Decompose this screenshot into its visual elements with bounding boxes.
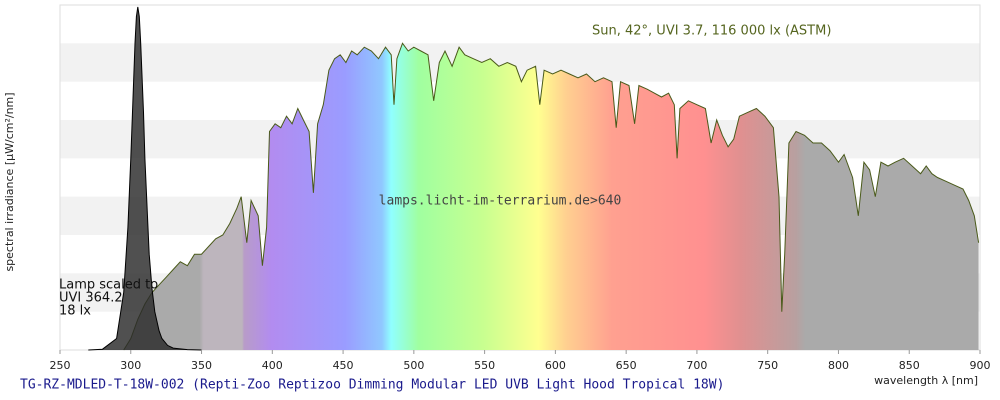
y-axis-label: spectral irradiance [µW/cm²/nm]: [3, 92, 16, 271]
x-tick-label: 750: [757, 359, 778, 372]
chart-title: TG-RZ-MDLED-T-18W-002 (Repti-Zoo Reptizo…: [20, 378, 724, 393]
x-tick-label: 900: [970, 359, 991, 372]
x-tick-label: 450: [333, 359, 354, 372]
x-tick-label: 800: [828, 359, 849, 372]
x-tick-label: 700: [686, 359, 707, 372]
area-fill: [123, 43, 979, 351]
x-tick-label: 400: [262, 359, 283, 372]
x-tick-label: 500: [403, 359, 424, 372]
annotation: UVI 364.2: [59, 291, 123, 306]
x-axis-label: wavelength λ [nm]: [874, 374, 978, 387]
x-tick-label: 850: [899, 359, 920, 372]
annotation: Lamp scaled to: [59, 278, 158, 293]
x-tick-label: 650: [616, 359, 637, 372]
grid-band: [60, 43, 980, 82]
line: [123, 42, 980, 351]
watermark: lamps.licht-im-terrarium.de>640: [379, 194, 622, 209]
annotation: 18 lx: [59, 304, 91, 319]
series-label: Sun, 42°, UVI 3.7, 116 000 lx (ASTM): [592, 24, 831, 39]
line: [88, 6, 202, 351]
x-tick-label: 250: [50, 359, 71, 372]
x-tick-label: 600: [545, 359, 566, 372]
x-tick-label: 550: [474, 359, 495, 372]
area-fill: [88, 6, 202, 351]
x-tick-label: 350: [191, 359, 212, 372]
x-tick-label: 300: [120, 359, 141, 372]
